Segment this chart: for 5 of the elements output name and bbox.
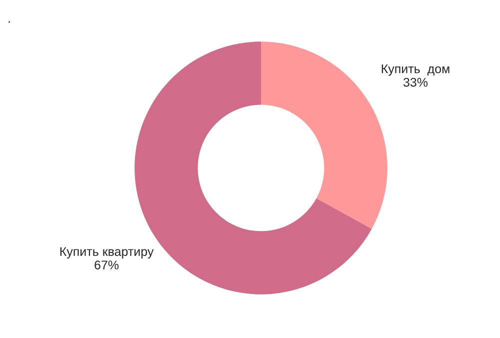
data-label: 67%	[94, 260, 119, 270]
chart-title: .	[8, 21, 10, 23]
data-label: 33%	[403, 78, 428, 87]
slice-label: Купить дом	[382, 64, 450, 76]
slice-label: Купить квартиру	[60, 247, 154, 258]
